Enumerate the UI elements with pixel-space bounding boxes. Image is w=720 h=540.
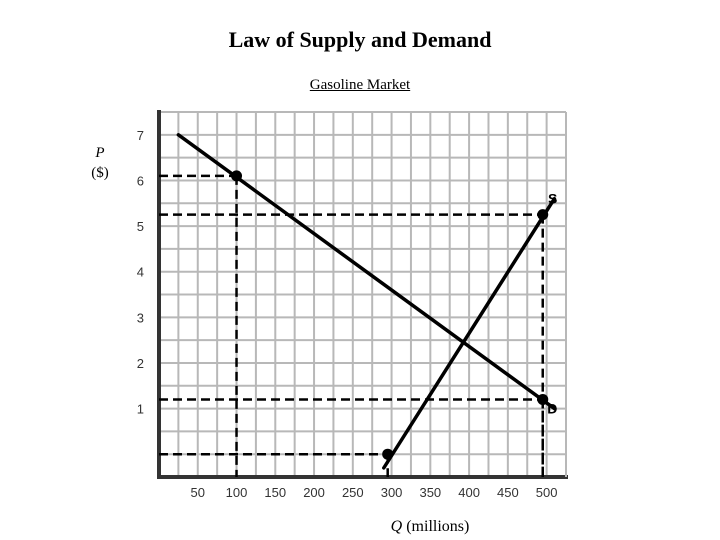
- x-tick-label: 500: [536, 485, 558, 500]
- y-tick-label: 2: [137, 356, 144, 371]
- y-tick-label: 3: [137, 310, 144, 325]
- y-axis-symbol: P: [95, 145, 105, 161]
- x-tick-label: 200: [303, 485, 325, 500]
- marked-point: [231, 170, 243, 182]
- chart-subtitle: Gasoline Market: [309, 77, 411, 93]
- curve-label-d: D: [547, 401, 557, 417]
- marked-point: [382, 448, 394, 460]
- curves: DS: [176, 133, 557, 470]
- marked-point: [537, 393, 549, 405]
- x-axis-symbol: Q: [390, 518, 403, 535]
- chart-title: Law of Supply and Demand: [228, 27, 492, 52]
- x-tick-label: 150: [264, 485, 286, 500]
- tick-labels: 50 100 150 200 250 300 350 400 450 500 1 2 3 4 5 6 7: [137, 128, 558, 500]
- axes: [157, 110, 568, 479]
- x-tick-label: 400: [458, 485, 480, 500]
- x-axis-unit: (millions): [402, 518, 470, 535]
- curve-label-s: S: [548, 191, 557, 207]
- x-tick-label: 350: [419, 485, 441, 500]
- x-tick-label: 300: [381, 485, 403, 500]
- x-axis-label: Q (millions): [330, 518, 530, 536]
- curve-s: [382, 196, 557, 470]
- y-axis-label: P ($): [80, 143, 120, 183]
- y-tick-label: 7: [137, 128, 144, 143]
- y-tick-label: 5: [137, 219, 144, 234]
- y-tick-label: 4: [137, 265, 144, 280]
- y-tick-label: 6: [137, 173, 144, 188]
- y-tick-label: 1: [137, 402, 144, 417]
- x-tick-label: 50: [191, 485, 205, 500]
- marked-points: [231, 170, 549, 460]
- y-axis-unit: ($): [91, 165, 109, 181]
- x-tick-label: 250: [342, 485, 364, 500]
- curve-d: [176, 133, 557, 411]
- x-tick-label: 450: [497, 485, 519, 500]
- x-tick-label: 100: [226, 485, 248, 500]
- marked-point: [537, 209, 549, 221]
